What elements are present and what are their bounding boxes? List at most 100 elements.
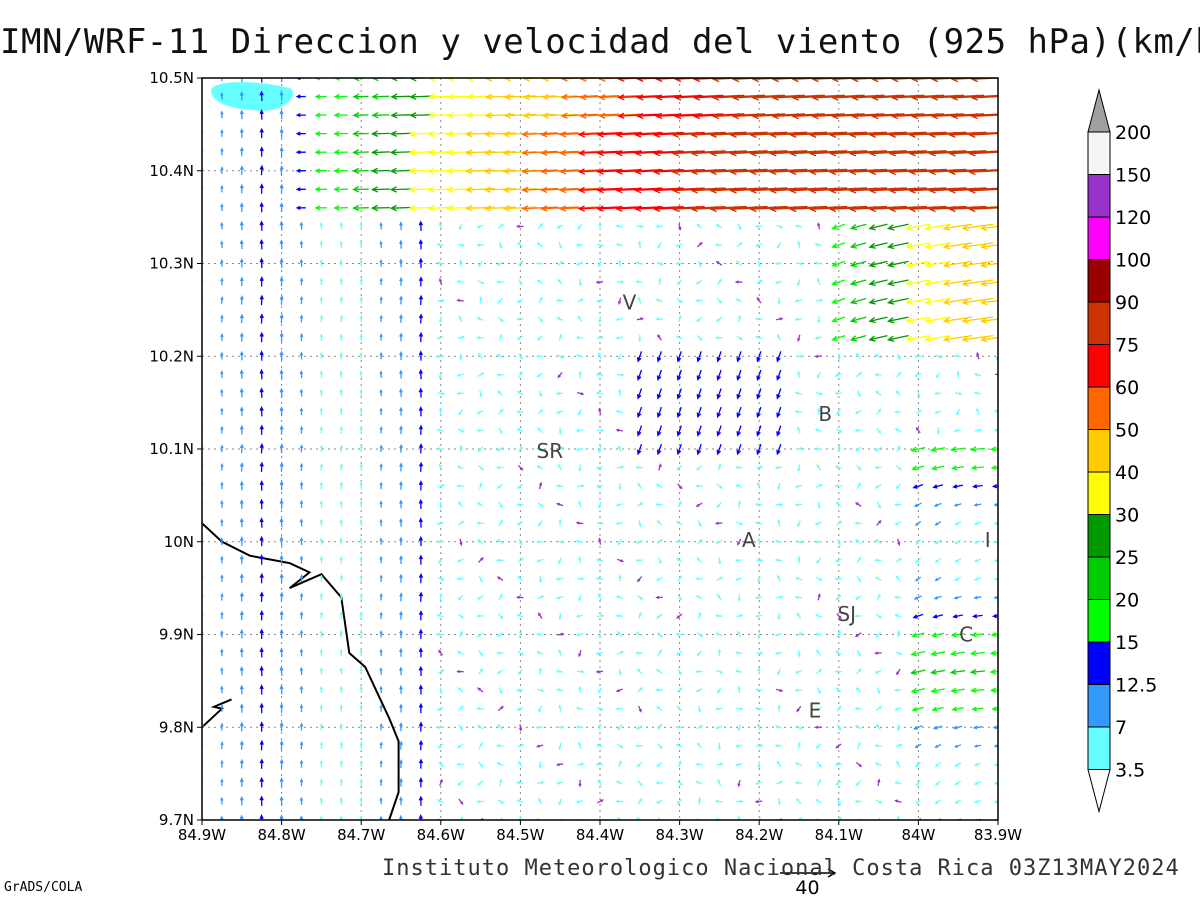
wind-vector [359, 333, 363, 341]
wind-vector [477, 372, 485, 377]
wind-vector [834, 762, 842, 767]
wind-vector [637, 797, 643, 805]
wind-vector [617, 724, 623, 731]
wind-vector [418, 461, 424, 472]
wind-vector [755, 335, 763, 340]
wind-vector [319, 574, 324, 582]
wind-vector [379, 370, 383, 378]
wind-vector [616, 651, 624, 655]
wind-vector [734, 280, 743, 284]
wind-vector [754, 317, 763, 321]
wind-vector [854, 707, 862, 711]
wind-vector [299, 314, 304, 323]
wind-vector [913, 502, 922, 507]
wind-vector [953, 503, 962, 507]
wind-vector [794, 688, 803, 692]
wind-vector [220, 351, 224, 360]
wind-vector [961, 334, 994, 343]
wind-vector [399, 351, 403, 361]
wind-vector [596, 428, 605, 433]
wind-vector [754, 799, 763, 804]
wind-vector [777, 297, 781, 306]
wind-vector [379, 555, 383, 564]
wind-vector [794, 576, 803, 581]
wind-vector [636, 425, 643, 437]
wind-vector [635, 539, 643, 544]
wind-vector [517, 464, 524, 471]
wind-vector [674, 94, 724, 101]
wind-vector [836, 409, 842, 416]
wind-vector [655, 483, 663, 489]
wind-vector [457, 520, 465, 526]
wind-vector [854, 632, 862, 638]
wind-vector [436, 799, 444, 804]
colorbar-segment [1087, 301, 1111, 345]
wind-vector [912, 483, 924, 489]
wind-vector [980, 261, 998, 269]
wind-vector [934, 521, 942, 526]
wind-vector [457, 613, 465, 619]
wind-vector [928, 205, 987, 213]
wind-vector [556, 317, 564, 321]
wind-vector [556, 224, 564, 229]
reference-arrow-head [827, 868, 837, 878]
wind-vector [754, 595, 763, 600]
wind-vector [333, 205, 348, 211]
wind-vector [458, 409, 463, 416]
wind-vector [577, 670, 585, 674]
wind-vector [717, 648, 722, 657]
wind-vector [299, 518, 304, 527]
wind-vector [694, 577, 703, 581]
wind-vector [924, 316, 952, 324]
wind-vector [875, 706, 883, 711]
wind-vector [789, 131, 848, 138]
wind-vector [934, 799, 942, 805]
wind-vector [456, 484, 464, 488]
wind-vector [299, 759, 304, 768]
wind-vector [655, 224, 663, 229]
wind-vector [436, 706, 444, 711]
wind-vector [516, 390, 524, 396]
wind-vector [464, 186, 495, 193]
wind-vector [948, 131, 998, 138]
wind-vector [359, 240, 363, 248]
wind-vector [961, 316, 994, 324]
wind-vector [436, 243, 444, 247]
wind-vector [676, 369, 682, 382]
wind-vector [239, 610, 244, 621]
wind-vector [399, 666, 403, 676]
wind-vector [816, 463, 822, 471]
wind-vector [259, 498, 264, 510]
wind-vector [797, 279, 801, 287]
wind-vector [517, 575, 523, 582]
wind-vector [279, 499, 284, 509]
wind-vector [886, 223, 909, 231]
wind-vector [989, 446, 998, 453]
wind-vector [696, 465, 703, 471]
wind-vector [980, 317, 998, 324]
wind-vector [537, 427, 543, 434]
wind-vector [359, 592, 363, 601]
wind-vector [935, 371, 941, 379]
wind-vector [751, 78, 794, 83]
wind-vector [314, 168, 327, 174]
colorbar-segment [1087, 599, 1111, 643]
wind-vector [538, 296, 543, 304]
wind-vector [934, 780, 941, 786]
wind-vector [968, 205, 998, 213]
wind-vector [295, 168, 306, 173]
wind-vector [457, 335, 466, 340]
wind-vector [989, 650, 998, 657]
wind-vector [905, 260, 930, 268]
wind-vector [814, 336, 822, 340]
wind-vector [976, 407, 980, 415]
wind-vector [855, 780, 862, 787]
wind-vector [936, 427, 940, 435]
wind-vector [616, 373, 625, 377]
wind-vector [855, 538, 862, 545]
wind-vector [577, 577, 585, 581]
wind-vector [816, 277, 821, 286]
wind-vector [875, 723, 882, 731]
wind-vector [948, 205, 998, 213]
wind-vector [279, 424, 284, 435]
